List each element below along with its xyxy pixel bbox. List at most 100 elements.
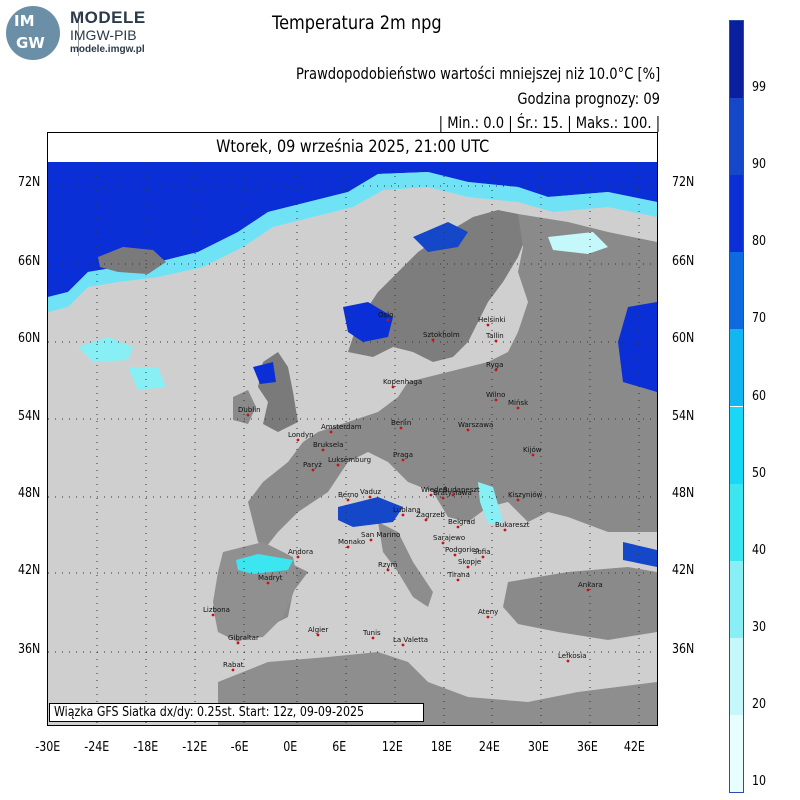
turkey	[503, 567, 657, 640]
continental-europe	[213, 214, 657, 642]
city-marker	[401, 458, 405, 462]
scotland-zone	[253, 362, 276, 384]
parameter-description: Prawdopodobieństwo wartości mniejszej ni…	[295, 64, 660, 83]
city-marker	[266, 581, 270, 585]
colorbar-label: 20	[752, 696, 767, 712]
city-label: Budapeszt	[443, 486, 480, 494]
city-label: Tirana	[447, 571, 470, 579]
lon-label: 42E	[623, 740, 645, 755]
city-label: Tunis	[362, 629, 381, 637]
city-label: Monako	[338, 538, 365, 546]
lon-label: 18E	[430, 740, 452, 755]
arctic-edge-zone	[48, 172, 657, 312]
city-label: Skopje	[458, 558, 481, 566]
city-marker	[231, 668, 235, 672]
city-marker	[531, 453, 535, 457]
city-label: Lizbona	[203, 606, 230, 614]
valid-date: Wtorek, 09 września 2025, 21:00 UTC	[48, 133, 657, 163]
colorbar-label: 30	[752, 619, 767, 635]
city-marker	[369, 538, 373, 542]
map-title: Temperatura 2m npg	[272, 12, 442, 34]
colorbar-segment	[730, 175, 743, 253]
colorbar-segment	[730, 329, 743, 407]
city-marker	[371, 636, 375, 640]
city-label: Wilno	[486, 391, 505, 399]
colorbar-segment	[730, 252, 743, 330]
city-label: Sofia	[473, 548, 490, 556]
forecast-hour: Godzina prognozy: 09	[517, 89, 660, 108]
logo-divider	[78, 12, 79, 56]
city-marker	[441, 496, 445, 500]
city-marker	[566, 659, 570, 663]
city-label: Warszawa	[458, 421, 493, 429]
city-marker	[296, 438, 300, 442]
city-label: Bratysława	[433, 489, 472, 497]
city-label: Rzym	[378, 561, 398, 569]
imgw-logo-icon: IM GW	[6, 6, 60, 60]
city-label: Ryga	[486, 361, 503, 369]
lat-label-left: 42N	[17, 563, 41, 578]
city-label: Mińsk	[508, 399, 529, 407]
city-marker	[346, 498, 350, 502]
city-label: Ankara	[578, 581, 603, 589]
city-marker	[399, 426, 403, 430]
lat-label-left: 36N	[17, 642, 41, 657]
city-label: Dublin	[238, 406, 261, 414]
city-label: Sarajewo	[433, 534, 465, 542]
city-label: Algier	[308, 626, 328, 634]
city-marker	[466, 428, 470, 432]
lat-label-right: 42N	[671, 563, 695, 578]
lat-label-left: 60N	[17, 331, 41, 346]
lon-label: 6E	[332, 740, 347, 755]
probability-map: Oslo Sztokholm Helsinki Tallin Ryga Kopenhaga…	[48, 162, 657, 725]
colorbar-label: 80	[752, 234, 767, 250]
lon-label: 24E	[478, 740, 500, 755]
city-label: Rabat	[223, 661, 244, 669]
lat-label-right: 72N	[671, 175, 695, 190]
alps-zone	[338, 497, 403, 527]
city-marker	[386, 568, 390, 572]
city-marker	[336, 463, 340, 467]
city-labels: Oslo Sztokholm Helsinki Tallin Ryga Kopenhaga…	[203, 311, 603, 672]
city-label: Madryt	[258, 574, 283, 582]
carpathians-zone	[478, 482, 503, 524]
logo-url: modele.imgw.pl	[70, 44, 145, 55]
city-marker	[246, 413, 250, 417]
city-marker	[368, 495, 372, 499]
city-label: Kopenhaga	[383, 378, 422, 386]
lon-label: 30E	[527, 740, 549, 755]
city-label: Vaduz	[360, 488, 381, 496]
lon-label: -30E	[35, 740, 61, 755]
city-marker	[386, 318, 390, 322]
lat-label-left: 48N	[17, 486, 41, 501]
colorbar-segment	[730, 714, 743, 792]
lon-label: 0E	[283, 740, 298, 755]
statistics-line: | Min.: 0.0 | Śr.: 15. | Maks.: 100. |	[438, 113, 660, 132]
city-label: Bukareszt	[495, 521, 530, 529]
city-marker	[311, 468, 315, 472]
city-label: Berlin	[391, 419, 411, 427]
city-label: Londyn	[288, 431, 314, 439]
city-marker	[453, 553, 457, 557]
city-label: Praga	[393, 451, 413, 459]
scandinavia	[348, 210, 528, 362]
city-marker	[456, 578, 460, 582]
graticule	[48, 162, 657, 725]
colorbar-label: 60	[752, 388, 767, 404]
colorbar-segment	[730, 406, 743, 484]
city-marker	[516, 406, 520, 410]
city-marker	[441, 541, 445, 545]
city-label: Paryż	[303, 461, 322, 469]
lat-label-left: 54N	[17, 409, 41, 424]
map-panel: Wtorek, 09 września 2025, 21:00 UTC	[47, 132, 658, 726]
lon-label: 12E	[381, 740, 403, 755]
city-label: Kijów	[523, 446, 542, 454]
caucasus-zone	[623, 542, 657, 567]
colorbar-segment	[730, 98, 743, 176]
city-marker	[494, 398, 498, 402]
italy	[378, 522, 433, 607]
colorbar-label: 50	[752, 465, 767, 481]
city-label: Oslo	[378, 311, 393, 319]
city-marker	[481, 555, 485, 559]
colorbar-segment	[730, 483, 743, 561]
